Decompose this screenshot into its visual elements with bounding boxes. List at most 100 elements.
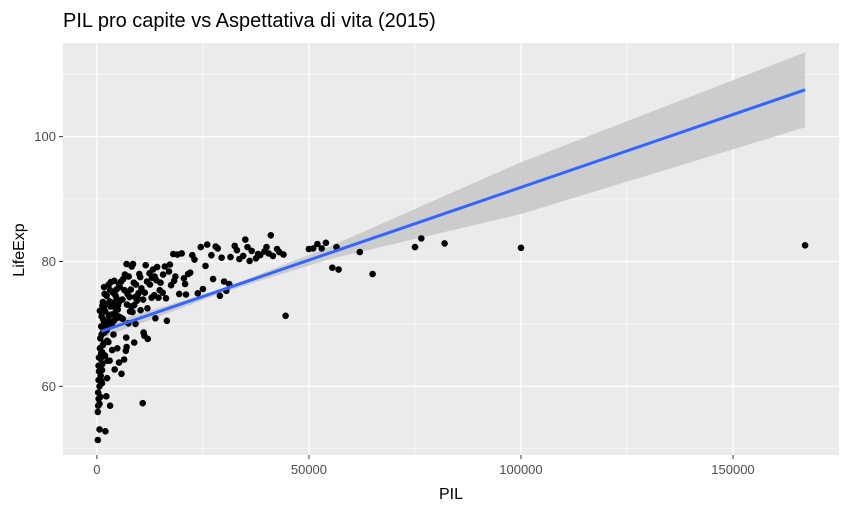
x-tick-label: 150000 bbox=[711, 462, 754, 477]
data-point bbox=[151, 273, 158, 280]
data-point bbox=[175, 290, 183, 298]
data-point bbox=[282, 312, 289, 320]
x-axis-title: PIL bbox=[439, 486, 463, 503]
data-point bbox=[141, 289, 149, 297]
data-point bbox=[102, 428, 109, 435]
data-point bbox=[111, 304, 119, 312]
data-point bbox=[148, 294, 155, 302]
data-point bbox=[369, 270, 376, 278]
data-point bbox=[100, 316, 107, 323]
data-point bbox=[244, 243, 251, 251]
data-point bbox=[94, 408, 102, 416]
data-point bbox=[209, 275, 217, 283]
data-point bbox=[356, 248, 364, 256]
data-point bbox=[130, 339, 138, 346]
data-point bbox=[441, 240, 448, 247]
data-point bbox=[218, 254, 225, 261]
data-point bbox=[144, 305, 151, 312]
data-point bbox=[267, 232, 275, 239]
x-tick-label: 50000 bbox=[291, 462, 327, 477]
data-point bbox=[153, 263, 161, 271]
data-point bbox=[108, 346, 116, 354]
data-point bbox=[94, 389, 102, 396]
data-point bbox=[252, 255, 260, 262]
data-point bbox=[106, 357, 113, 365]
data-point bbox=[305, 245, 313, 253]
data-point bbox=[105, 312, 113, 320]
data-point bbox=[116, 298, 123, 305]
y-axis-title: LifeExp bbox=[11, 223, 28, 276]
data-point bbox=[165, 268, 173, 275]
data-point bbox=[212, 243, 219, 250]
data-point bbox=[517, 244, 525, 252]
data-point bbox=[139, 296, 147, 303]
data-point bbox=[322, 239, 330, 247]
data-point bbox=[314, 240, 321, 248]
data-point bbox=[182, 291, 190, 298]
data-point bbox=[248, 247, 255, 255]
data-point bbox=[189, 251, 196, 259]
data-point bbox=[216, 292, 224, 300]
data-point bbox=[335, 266, 342, 273]
data-point bbox=[97, 377, 105, 385]
data-point bbox=[180, 275, 188, 282]
x-tick-label: 100000 bbox=[499, 462, 542, 477]
data-point bbox=[129, 308, 136, 316]
data-point bbox=[137, 306, 144, 314]
y-tick-label: 80 bbox=[42, 254, 56, 269]
data-point bbox=[170, 250, 177, 258]
y-axis: 60 80 100 bbox=[34, 129, 63, 394]
data-point bbox=[96, 426, 103, 433]
data-point bbox=[117, 278, 125, 285]
data-point bbox=[329, 264, 336, 272]
confidence-band bbox=[101, 52, 806, 339]
y-tick-label: 100 bbox=[34, 129, 56, 144]
data-point bbox=[110, 331, 117, 338]
data-point bbox=[100, 351, 108, 359]
data-point bbox=[146, 270, 153, 277]
data-point bbox=[152, 315, 159, 322]
data-point bbox=[411, 243, 419, 251]
fit-line bbox=[100, 88, 806, 333]
data-point bbox=[197, 243, 205, 251]
data-point bbox=[103, 337, 111, 345]
data-point bbox=[106, 402, 114, 410]
data-point bbox=[161, 263, 169, 270]
data-point bbox=[97, 323, 105, 330]
fit-line-layer bbox=[100, 88, 806, 333]
data-point bbox=[109, 299, 116, 307]
data-point bbox=[139, 399, 146, 407]
data-point bbox=[163, 317, 171, 325]
data-point bbox=[106, 286, 114, 294]
data-point bbox=[119, 315, 127, 323]
data-point bbox=[135, 290, 142, 297]
data-point bbox=[208, 251, 215, 259]
data-point bbox=[98, 366, 106, 374]
data-point bbox=[99, 341, 107, 349]
data-point bbox=[227, 253, 234, 261]
data-point bbox=[102, 301, 110, 308]
data-point bbox=[159, 271, 167, 278]
data-point bbox=[121, 286, 128, 294]
data-point bbox=[128, 263, 135, 270]
data-point bbox=[97, 372, 104, 380]
data-point bbox=[246, 257, 253, 265]
points-layer bbox=[94, 232, 809, 444]
data-point bbox=[118, 370, 125, 378]
data-point bbox=[181, 280, 189, 288]
data-point bbox=[418, 235, 425, 242]
data-point bbox=[130, 279, 138, 287]
x-axis: 0 50000 100000 150000 bbox=[93, 455, 755, 477]
data-point bbox=[133, 297, 141, 305]
data-point bbox=[101, 290, 108, 298]
data-point bbox=[273, 245, 281, 253]
data-point bbox=[96, 400, 103, 408]
data-point bbox=[136, 270, 143, 278]
data-point bbox=[94, 436, 102, 444]
data-point bbox=[141, 332, 148, 340]
data-point bbox=[162, 295, 170, 302]
data-point bbox=[236, 255, 243, 263]
data-point bbox=[103, 374, 111, 382]
data-point bbox=[128, 303, 135, 310]
